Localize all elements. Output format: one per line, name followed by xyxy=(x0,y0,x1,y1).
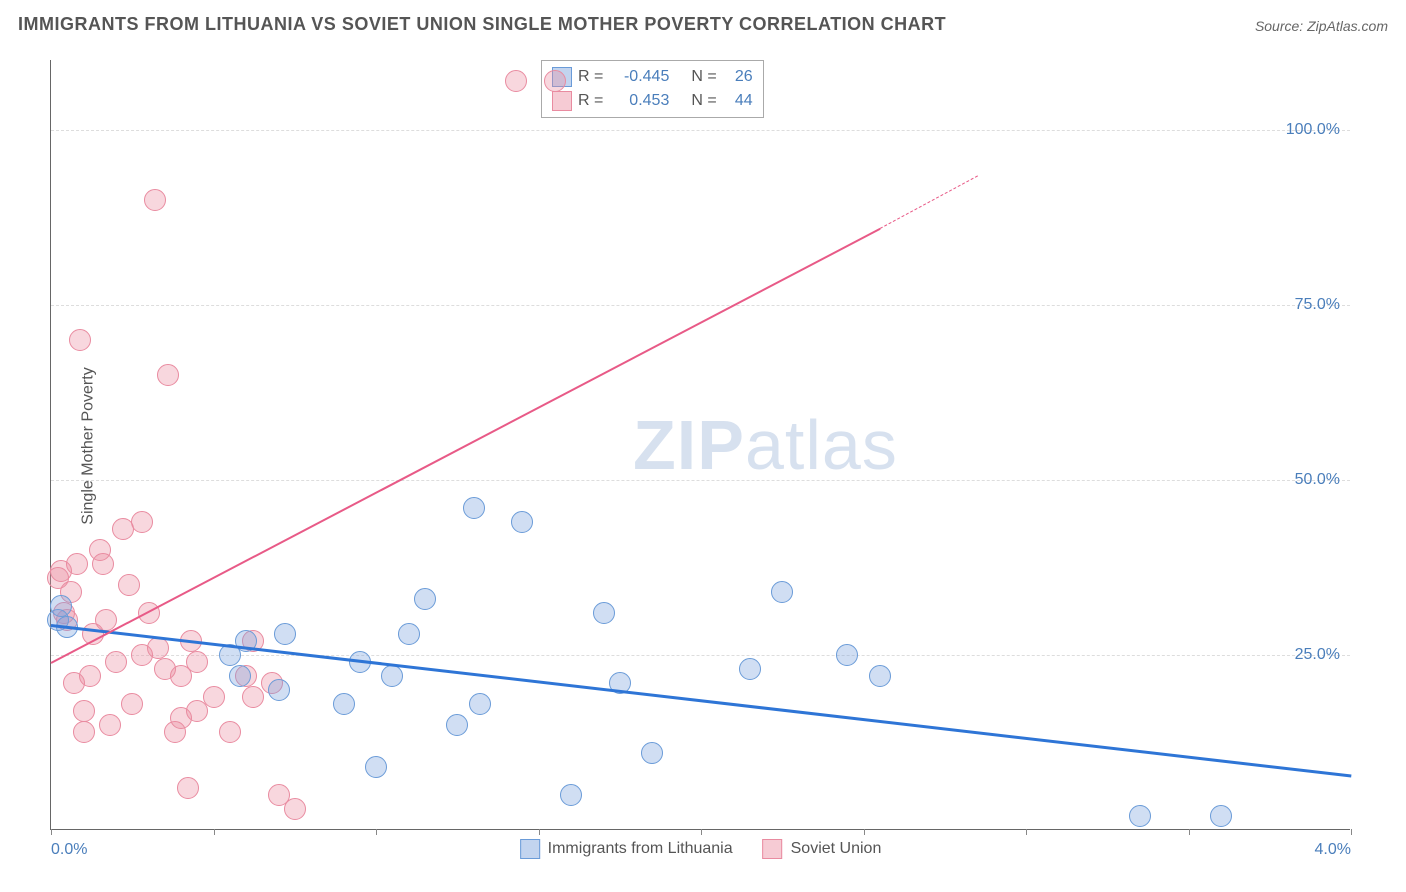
legend-n-label: N = xyxy=(691,68,716,86)
data-point xyxy=(157,364,179,386)
source-attribution: Source: ZipAtlas.com xyxy=(1255,18,1388,34)
data-point xyxy=(284,798,306,820)
data-point xyxy=(105,651,127,673)
data-point xyxy=(398,623,420,645)
x-tick-label: 4.0% xyxy=(1315,841,1351,859)
data-point xyxy=(99,714,121,736)
data-point xyxy=(1129,805,1151,827)
data-point xyxy=(144,189,166,211)
data-point xyxy=(511,511,533,533)
data-point xyxy=(836,644,858,666)
data-point xyxy=(365,756,387,778)
x-tick xyxy=(214,829,215,835)
legend-r-label: R = xyxy=(578,68,603,86)
data-point xyxy=(505,70,527,92)
gridline xyxy=(51,480,1350,481)
data-point xyxy=(414,588,436,610)
legend-row: R = 0.453 N = 44 xyxy=(552,89,753,113)
watermark-text: ZIPatlas xyxy=(633,405,898,485)
data-point xyxy=(69,329,91,351)
scatter-chart: ZIPatlas R =-0.445N =26R =0.453N =44 Imm… xyxy=(50,60,1350,830)
data-point xyxy=(177,777,199,799)
data-point xyxy=(219,721,241,743)
x-tick xyxy=(1026,829,1027,835)
legend-n-label: N = xyxy=(691,92,716,110)
series-legend-label: Immigrants from Lithuania xyxy=(548,840,733,858)
data-point xyxy=(1210,805,1232,827)
legend-swatch xyxy=(520,839,540,859)
data-point xyxy=(79,665,101,687)
legend-swatch xyxy=(552,91,572,111)
data-point xyxy=(446,714,468,736)
data-point xyxy=(544,70,566,92)
data-point xyxy=(560,784,582,806)
chart-title: IMMIGRANTS FROM LITHUANIA VS SOVIET UNIO… xyxy=(18,14,946,35)
x-tick xyxy=(539,829,540,835)
data-point xyxy=(203,686,225,708)
trend-line xyxy=(51,228,881,664)
data-point xyxy=(333,693,355,715)
data-point xyxy=(463,497,485,519)
x-tick xyxy=(376,829,377,835)
data-point xyxy=(381,665,403,687)
gridline xyxy=(51,130,1350,131)
data-point xyxy=(274,623,296,645)
data-point xyxy=(869,665,891,687)
series-legend-item: Soviet Union xyxy=(763,839,882,859)
legend-row: R = -0.445 N = 26 xyxy=(552,65,753,89)
data-point xyxy=(771,581,793,603)
data-point xyxy=(118,574,140,596)
legend-r-value: -0.445 xyxy=(609,68,669,86)
series-legend-label: Soviet Union xyxy=(791,840,882,858)
data-point xyxy=(131,511,153,533)
data-point xyxy=(121,693,143,715)
data-point xyxy=(593,602,615,624)
x-tick xyxy=(1189,829,1190,835)
series-legend: Immigrants from Lithuania Soviet Union xyxy=(520,839,882,859)
x-tick xyxy=(701,829,702,835)
legend-r-value: 0.453 xyxy=(609,92,669,110)
y-tick-label: 50.0% xyxy=(1295,471,1340,489)
data-point xyxy=(469,693,491,715)
correlation-legend: R = -0.445 N = 26 R = 0.453 N = 44 xyxy=(541,60,764,118)
trend-line xyxy=(880,176,978,229)
data-point xyxy=(229,665,251,687)
data-point xyxy=(66,553,88,575)
gridline xyxy=(51,305,1350,306)
data-point xyxy=(739,658,761,680)
x-tick xyxy=(864,829,865,835)
data-point xyxy=(73,721,95,743)
data-point xyxy=(268,679,290,701)
data-point xyxy=(92,553,114,575)
gridline xyxy=(51,655,1350,656)
data-point xyxy=(242,686,264,708)
data-point xyxy=(147,637,169,659)
x-tick xyxy=(1351,829,1352,835)
x-tick xyxy=(51,829,52,835)
y-tick-label: 25.0% xyxy=(1295,646,1340,664)
data-point xyxy=(186,651,208,673)
y-tick-label: 75.0% xyxy=(1295,296,1340,314)
data-point xyxy=(50,595,72,617)
x-tick-label: 0.0% xyxy=(51,841,87,859)
legend-swatch xyxy=(763,839,783,859)
legend-n-value: 44 xyxy=(723,92,753,110)
data-point xyxy=(73,700,95,722)
data-point xyxy=(641,742,663,764)
legend-n-value: 26 xyxy=(723,68,753,86)
legend-r-label: R = xyxy=(578,92,603,110)
series-legend-item: Immigrants from Lithuania xyxy=(520,839,733,859)
y-tick-label: 100.0% xyxy=(1286,121,1340,139)
